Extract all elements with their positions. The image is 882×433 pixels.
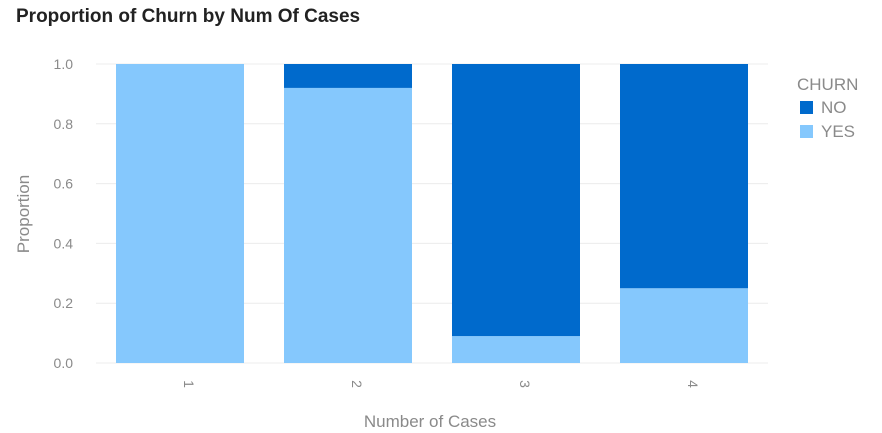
bar-no-4 (620, 64, 748, 289)
legend: CHURN NO YES (797, 75, 858, 141)
x-axis-label: Number of Cases (364, 412, 496, 431)
bar-yes-3 (452, 336, 580, 363)
bars (116, 64, 748, 364)
legend-label-no: NO (821, 98, 847, 117)
bar-yes-4 (620, 288, 748, 363)
y-tick-label: 0.8 (54, 116, 74, 132)
y-axis-label: Proportion (14, 175, 33, 253)
y-tick-label: 0.2 (54, 295, 74, 311)
y-tick-label: 0.4 (54, 235, 74, 251)
chart-title: Proportion of Churn by Num Of Cases (16, 6, 361, 27)
legend-swatch-no (800, 101, 813, 114)
legend-label-yes: YES (821, 122, 855, 141)
y-tick-label: 0.6 (54, 176, 74, 192)
x-tick-label: 3 (517, 380, 533, 388)
legend-swatch-yes (800, 125, 813, 138)
legend-title: CHURN (797, 75, 858, 94)
bar-no-2 (284, 64, 412, 88)
x-tick-label: 2 (349, 380, 365, 388)
x-tick-label: 1 (181, 380, 197, 388)
x-axis-ticks: 1 2 3 4 (181, 380, 701, 388)
y-axis-ticks: 0.0 0.2 0.4 0.6 0.8 1.0 (54, 56, 74, 371)
y-tick-label: 1.0 (54, 56, 74, 72)
bar-yes-1 (116, 64, 244, 363)
y-tick-label: 0.0 (54, 355, 74, 371)
x-tick-label: 4 (685, 380, 701, 388)
bar-no-3 (452, 64, 580, 337)
bar-yes-2 (284, 87, 412, 364)
